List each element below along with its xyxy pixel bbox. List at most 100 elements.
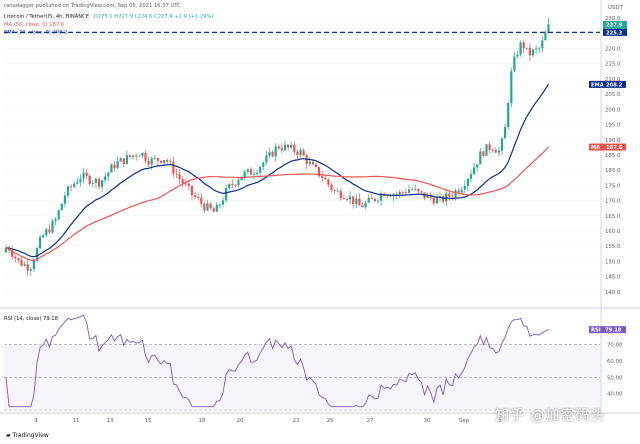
candle-body <box>448 193 451 197</box>
price-tick-label: 230.0 <box>605 16 621 22</box>
candle-body <box>466 178 469 186</box>
candle-body <box>163 160 166 163</box>
candle-body <box>318 166 321 177</box>
time-tick-label: Sep <box>459 418 470 424</box>
candle-body <box>26 264 29 271</box>
candle-body <box>411 189 414 191</box>
candle-body <box>407 189 411 193</box>
candle-body <box>355 198 358 204</box>
time-tick-label: 18 <box>199 418 206 424</box>
price-tag-name: EMA <box>591 82 604 88</box>
candle-body <box>110 164 113 173</box>
candle-body <box>203 203 206 211</box>
candle-body <box>234 184 237 186</box>
candle-body <box>287 144 290 148</box>
candle-body <box>113 164 116 169</box>
candle-body <box>507 103 510 128</box>
candle-body <box>104 176 107 181</box>
candle-body <box>32 260 35 270</box>
candle-body <box>482 151 485 156</box>
candle-body <box>73 183 76 188</box>
price-tag-value: 187.6 <box>606 145 623 151</box>
rsi-tick-label: 50.00 <box>607 375 623 381</box>
price-tick-label: 205.0 <box>605 92 621 98</box>
candle-body <box>85 172 88 176</box>
candle-body <box>463 185 466 190</box>
candle-body <box>469 174 473 179</box>
time-tick-label: 15 <box>145 418 152 424</box>
candle-body <box>135 155 138 157</box>
candle-body <box>500 138 504 151</box>
candle-body <box>293 144 296 152</box>
rsi-tag-box <box>589 326 626 334</box>
candle-body <box>516 54 519 57</box>
candle-body <box>212 208 215 212</box>
time-tick-label: 25 <box>327 418 334 424</box>
candle-body <box>476 164 479 168</box>
candle-body <box>178 174 181 180</box>
candle-body <box>141 152 144 156</box>
candle-body <box>547 24 550 33</box>
candle-body <box>228 183 231 189</box>
time-tick-label: 27 <box>367 418 374 424</box>
candle-body <box>197 196 200 198</box>
candle-body <box>132 155 135 158</box>
candle-body <box>401 191 404 193</box>
candle-body <box>451 196 454 198</box>
price-tag-box <box>589 80 626 88</box>
tradingview-logo[interactable]: ▰ TradingView <box>6 432 49 439</box>
candle-body <box>122 158 125 165</box>
candle-body <box>156 157 159 161</box>
candle-body <box>528 47 531 56</box>
currency-label: USDT <box>608 5 624 11</box>
candle-body <box>370 197 373 199</box>
candle-body <box>35 248 39 261</box>
candle-body <box>311 161 314 165</box>
ma50-line <box>5 146 549 262</box>
candle-body <box>380 193 383 201</box>
price-tick-label: 215.0 <box>605 62 621 68</box>
candle-body <box>535 48 538 50</box>
price-tick-label: 150.0 <box>605 259 621 265</box>
candle-body <box>389 195 392 197</box>
price-tick-label: 210.0 <box>605 77 621 83</box>
candle-body <box>175 173 178 175</box>
price-tick-label: 160.0 <box>605 229 621 235</box>
candle-body <box>457 190 460 193</box>
candle-body <box>280 148 283 151</box>
candle-body <box>125 155 128 165</box>
rsi-line <box>5 314 549 408</box>
price-tick-label: 165.0 <box>605 214 621 220</box>
author-line: ranadagger published on TradingView.com,… <box>4 3 181 9</box>
candle-body <box>14 256 17 259</box>
candle-body <box>20 260 23 266</box>
candle-body <box>442 196 445 202</box>
candle-body <box>76 182 79 184</box>
rsi-indicator-label[interactable]: RSI (14, close) 79.18 <box>4 316 58 322</box>
price-tag-box <box>603 28 627 36</box>
price-tag-box <box>589 143 626 151</box>
candle-body <box>327 179 330 185</box>
candle-body <box>398 191 401 195</box>
candle-body <box>144 152 147 161</box>
price-tick-label: 140.0 <box>605 290 621 296</box>
candle-body <box>330 184 333 191</box>
candle-body <box>277 146 280 149</box>
candle-body <box>225 188 228 201</box>
candle-body <box>57 210 60 220</box>
candle-body <box>525 47 528 49</box>
price-tag-name: MA <box>591 145 600 151</box>
candle-body <box>138 155 141 157</box>
candle-body <box>432 197 435 204</box>
candle-body <box>187 183 190 186</box>
time-tick-label: 9 <box>34 418 38 424</box>
candle-body <box>194 195 197 197</box>
symbol-title[interactable]: Litecoin / TetherUS, 4h, BINANCE <box>4 14 90 20</box>
candle-body <box>504 127 507 139</box>
time-tick-label: 11 <box>73 418 80 424</box>
candle-body <box>116 161 119 169</box>
candle-body <box>522 42 525 49</box>
ma-indicator-label[interactable]: MA (50, close, 0) 187.6 <box>4 22 65 28</box>
candle-body <box>48 229 51 233</box>
